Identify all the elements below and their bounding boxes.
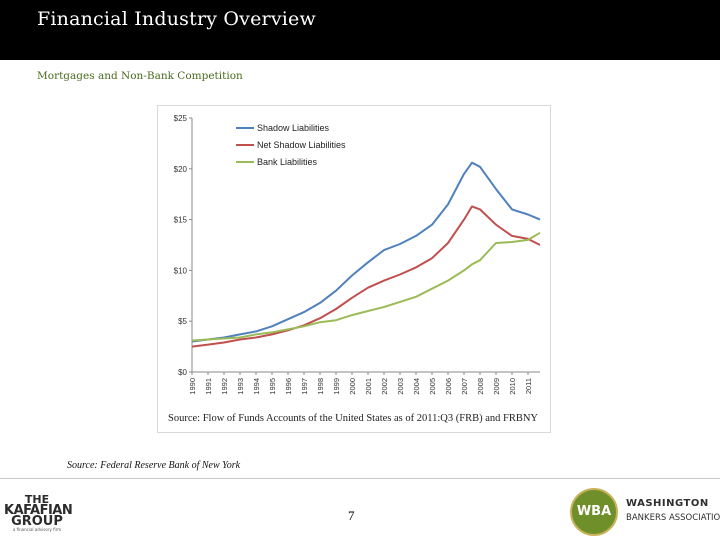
x-tick-label: 2009 [492,378,501,395]
slide-title: Financial Industry Overview [37,8,316,30]
wba-badge: WBA [570,488,618,536]
page-number: 7 [348,508,355,523]
x-tick-label: 1991 [204,378,213,395]
wba-logo: WBA Washington Bankers Association [570,488,720,538]
series-line-bank-liabilities [191,231,541,342]
y-tick-label: $0 [178,368,187,377]
x-tick-label: 1997 [300,378,309,395]
x-tick-label: 2005 [428,378,437,395]
kafafian-group-logo: THE KAFAFIAN GROUP a financial advisory … [4,493,73,540]
logo-line-2: KAFAFIAN [4,503,73,518]
y-tick-label: $25 [174,114,188,123]
chart-source-text: Source: Flow of Funds Accounts of the Un… [168,413,539,424]
logo-line-1: THE [24,493,50,506]
x-tick-label: 2001 [364,378,373,395]
y-tick-label: $5 [178,317,187,326]
x-tick-label: 1990 [188,378,197,395]
footer-divider [0,478,720,479]
x-tick-label: 2000 [348,378,357,395]
source-note: Source: Federal Reserve Bank of New York [67,460,241,471]
wba-name-line-1: Washington [626,498,709,509]
legend-label-bank-liabilities: Bank Liabilities [257,157,318,167]
chart-frame: $0 $5 $10 $15 $20 $25 1990 1991 1992 1993 1994 1995… [157,105,551,433]
x-tick-label: 2007 [460,378,469,395]
y-tick-label: $15 [174,216,188,225]
x-tick-label: 1995 [268,378,277,395]
series-line-net-shadow-liabilities [191,205,541,348]
line-chart: $0 $5 $10 $15 $20 $25 1990 1991 1992 1993 1994 1995… [174,114,541,395]
x-tick-label: 1992 [220,378,229,395]
x-tick-label: 2003 [396,378,405,395]
series-line-shadow-liabilities [191,161,541,343]
x-tick-label: 2008 [476,378,485,395]
x-tick-label: 1999 [332,378,341,395]
slide-subtitle: Mortgages and Non-Bank Competition [37,70,243,82]
y-tick-label: $10 [174,266,188,275]
x-tick-label: 2002 [380,378,389,395]
x-tick-label: 2006 [444,378,453,395]
header-bar: Financial Industry Overview [0,0,720,60]
x-tick-label: 2010 [508,378,517,395]
legend-label-shadow-liabilities: Shadow Liabilities [257,123,330,133]
x-tick-label: 1994 [252,378,261,395]
x-tick-label: 2004 [412,378,421,395]
x-tick-label: 1998 [316,378,325,395]
wba-name-line-2: Bankers Association [626,513,720,523]
logo-line-3: GROUP [11,514,63,529]
y-tick-label: $20 [174,165,188,174]
x-tick-label: 2011 [524,378,533,394]
legend-label-net-shadow-liabilities: Net Shadow Liabilities [257,140,346,150]
x-tick-label: 1996 [284,378,293,395]
x-tick-label: 1993 [236,378,245,395]
logo-tagline: a financial advisory firm [12,527,62,532]
